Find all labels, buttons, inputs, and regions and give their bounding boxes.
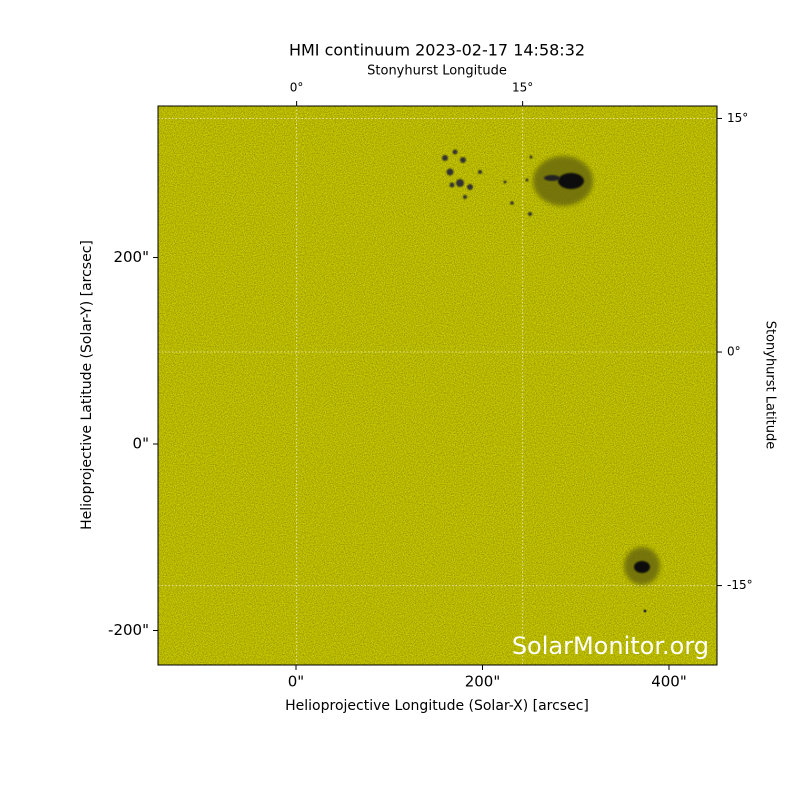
x2-tick-label: 15°: [512, 81, 533, 95]
x-tick-label: 200": [465, 673, 501, 691]
watermark: SolarMonitor.org: [512, 632, 709, 660]
x2-axis-label: Stonyhurst Longitude: [367, 64, 507, 79]
grid: [158, 106, 717, 665]
plot-area: SolarMonitor.org: [158, 106, 717, 665]
y2-axis-label: Stonyhurst Latitude: [763, 321, 778, 450]
y-tick-label: -200": [108, 621, 149, 639]
image-texture: [158, 106, 717, 665]
plot-frame: [157, 105, 718, 666]
x-tick-label: 0": [288, 673, 304, 691]
sunspots: [442, 149, 660, 613]
y2-tick-label: 15°: [727, 111, 748, 125]
y-tick-label: 200": [113, 248, 149, 266]
x2-tick-label: 0°: [290, 81, 304, 95]
chart-title: HMI continuum 2023-02-17 14:58:32: [289, 41, 585, 60]
y2-tick-label: -15°: [727, 578, 753, 592]
y2-tick-label: 0°: [727, 345, 741, 359]
y-axis-label: Helioprojective Latitude (Solar-Y) [arcs…: [79, 240, 95, 530]
y-tick-label: 0": [133, 435, 149, 453]
x-axis-label: Helioprojective Longitude (Solar-X) [arc…: [285, 698, 589, 714]
x-tick-label: 400": [651, 673, 687, 691]
